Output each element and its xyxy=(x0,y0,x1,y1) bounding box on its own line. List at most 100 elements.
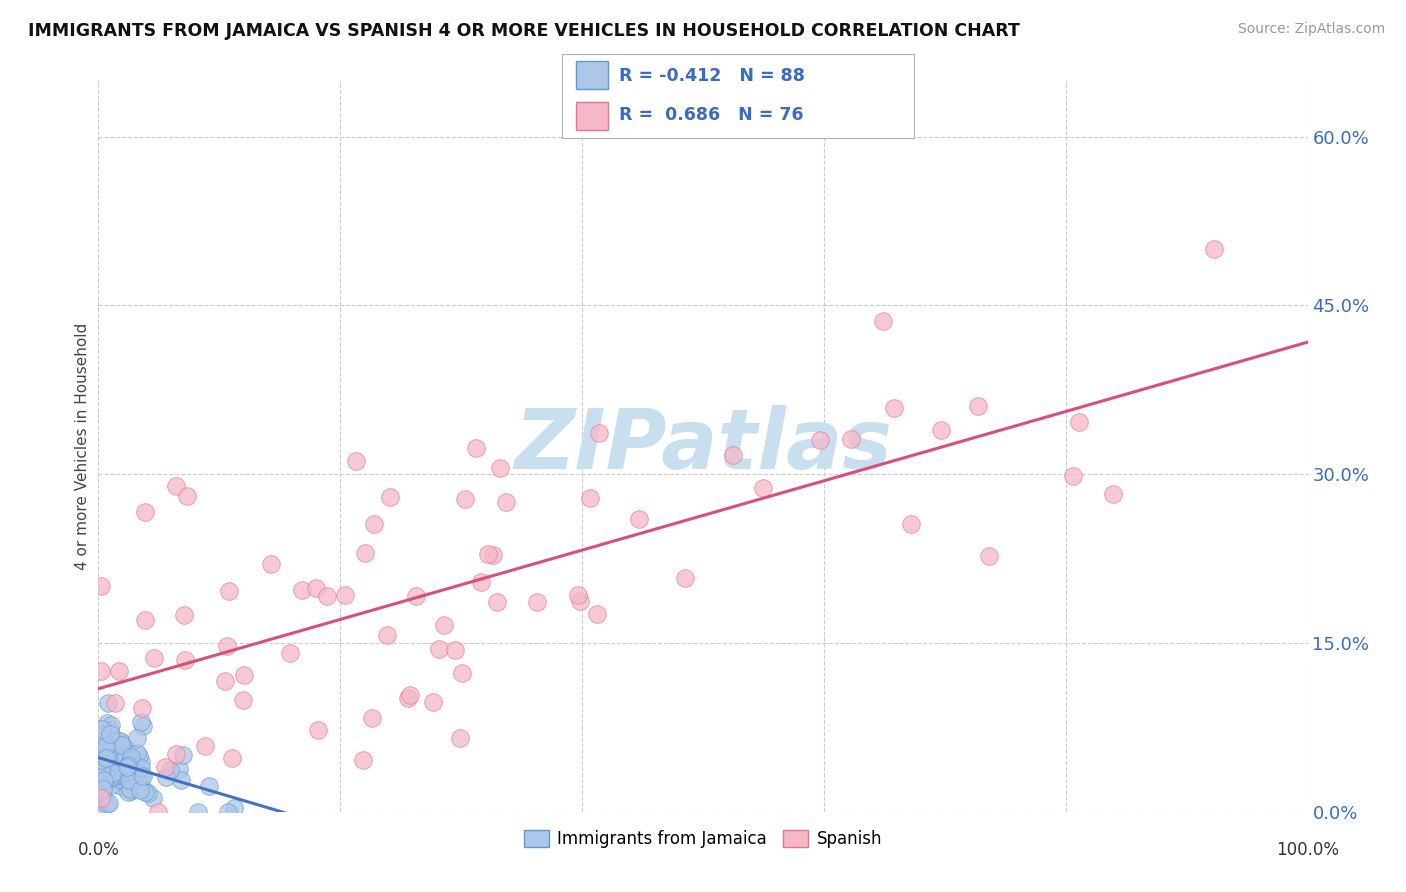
Point xyxy=(120,749,142,764)
Point xyxy=(111,759,134,773)
Point xyxy=(488,461,510,475)
Point xyxy=(194,739,217,753)
Point xyxy=(100,778,122,792)
Point xyxy=(142,651,165,665)
Point xyxy=(89,785,111,799)
Point xyxy=(90,754,112,768)
Point xyxy=(929,423,952,437)
Point xyxy=(97,750,120,764)
Point xyxy=(142,791,165,805)
Point xyxy=(378,490,401,504)
Point xyxy=(90,664,112,678)
Point xyxy=(398,689,420,703)
Text: 100.0%: 100.0% xyxy=(1277,841,1339,859)
Point xyxy=(108,750,131,764)
Point xyxy=(900,516,922,531)
Point xyxy=(90,742,112,756)
Point xyxy=(451,666,474,681)
Text: 0.0%: 0.0% xyxy=(77,841,120,859)
Point xyxy=(96,739,118,753)
Point xyxy=(315,589,337,603)
Point xyxy=(131,700,153,714)
Point xyxy=(132,719,155,733)
Point xyxy=(108,772,131,786)
Point xyxy=(1101,487,1123,501)
Point xyxy=(427,642,450,657)
Point xyxy=(883,401,905,415)
Point xyxy=(111,739,134,753)
Point xyxy=(98,771,121,785)
Point xyxy=(567,588,589,602)
Point xyxy=(96,797,118,812)
Point xyxy=(97,796,120,810)
Point xyxy=(586,607,609,621)
Point xyxy=(114,753,136,767)
Point xyxy=(120,782,142,797)
Point xyxy=(100,740,122,755)
Point xyxy=(405,590,427,604)
Point xyxy=(344,454,367,468)
Point xyxy=(495,495,517,509)
Point xyxy=(132,769,155,783)
Point xyxy=(115,741,138,756)
Point xyxy=(90,769,112,783)
Point xyxy=(839,433,862,447)
Point xyxy=(134,614,156,628)
Point xyxy=(375,628,398,642)
Point xyxy=(112,740,135,755)
Point xyxy=(96,715,118,730)
Point xyxy=(90,791,112,805)
Point xyxy=(464,441,486,455)
Point xyxy=(120,784,142,798)
Point xyxy=(352,753,374,767)
Point xyxy=(278,646,301,660)
Point xyxy=(361,711,384,725)
Point xyxy=(125,759,148,773)
Point xyxy=(108,734,131,748)
Point xyxy=(977,549,1000,563)
Point xyxy=(128,749,150,764)
Point xyxy=(579,491,602,505)
Point xyxy=(291,583,314,598)
Point xyxy=(165,479,187,493)
Point xyxy=(221,751,243,765)
Point xyxy=(148,805,170,819)
Point xyxy=(165,747,187,762)
Point xyxy=(125,746,148,760)
Point xyxy=(104,733,127,747)
Point xyxy=(103,739,125,754)
Point xyxy=(222,801,245,815)
Point xyxy=(117,785,139,799)
Point xyxy=(1062,468,1084,483)
Point xyxy=(260,558,283,572)
Point xyxy=(169,772,191,787)
Point xyxy=(449,731,471,745)
Point xyxy=(214,674,236,689)
Point xyxy=(482,548,505,562)
Point xyxy=(93,782,115,797)
Point xyxy=(128,764,150,779)
Point xyxy=(97,757,120,772)
Point xyxy=(173,608,195,623)
Point xyxy=(967,399,990,413)
Point xyxy=(98,723,121,737)
Point xyxy=(444,643,467,657)
Point xyxy=(100,718,122,732)
Point xyxy=(110,739,132,753)
Point xyxy=(354,546,377,560)
Point xyxy=(1069,415,1091,429)
Point xyxy=(136,787,159,801)
Point xyxy=(129,755,152,769)
Point xyxy=(105,766,128,780)
Point xyxy=(104,769,127,783)
Point xyxy=(115,760,138,774)
Point xyxy=(1204,242,1226,256)
Y-axis label: 4 or more Vehicles in Household: 4 or more Vehicles in Household xyxy=(75,322,90,570)
Bar xyxy=(576,102,607,130)
Point xyxy=(159,763,181,777)
Point xyxy=(454,491,477,506)
Point xyxy=(91,787,114,801)
Point xyxy=(233,667,256,681)
Point xyxy=(172,748,194,763)
Point xyxy=(93,754,115,768)
